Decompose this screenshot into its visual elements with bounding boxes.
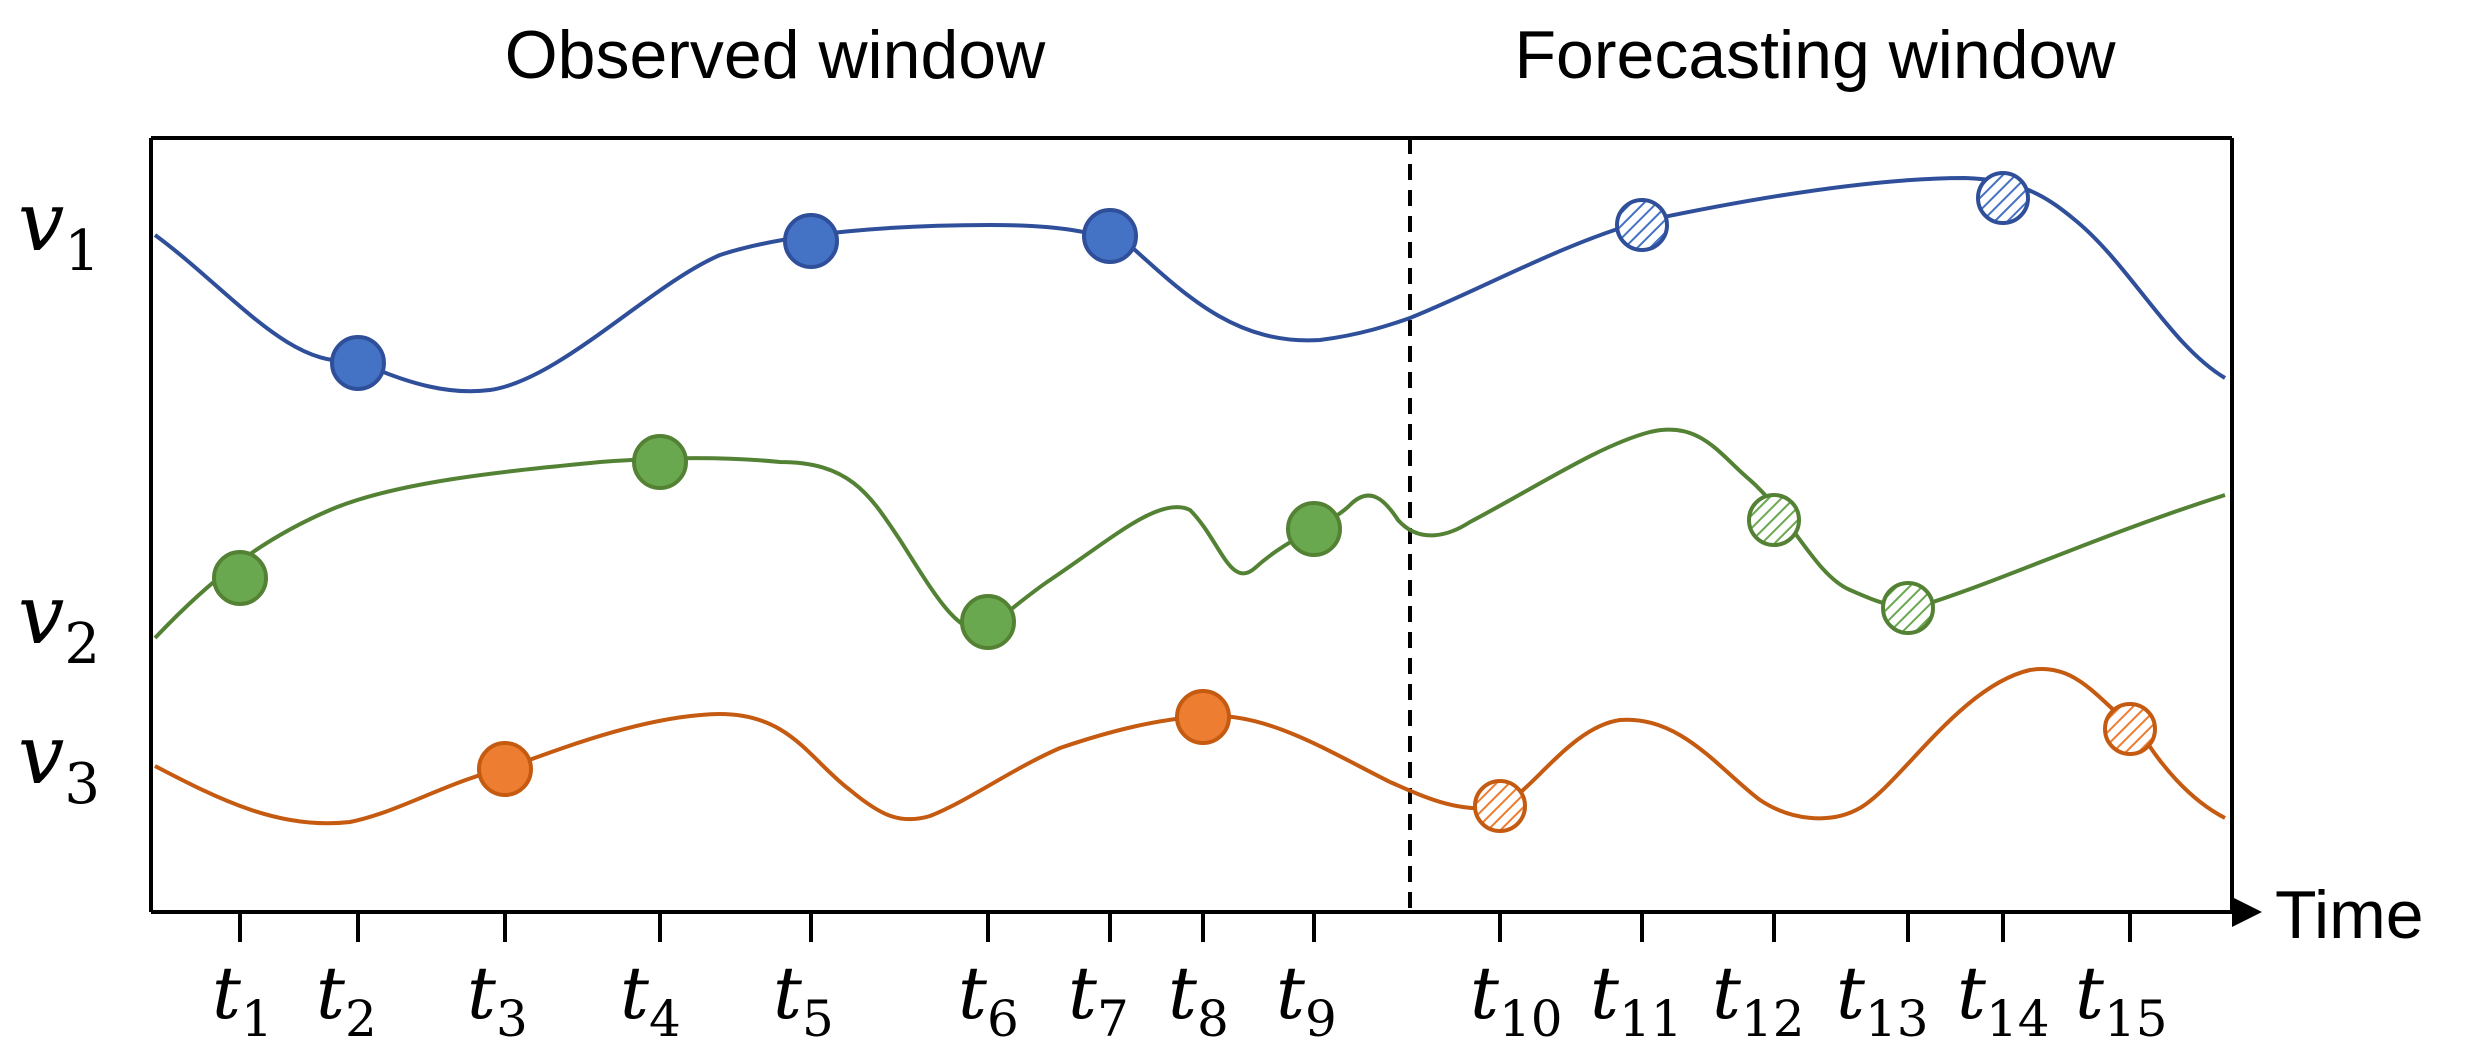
tick-label-t8: t8 bbox=[1168, 951, 1229, 1048]
v1-point-t7 bbox=[1082, 208, 1138, 264]
v3-point-t8 bbox=[1175, 689, 1231, 745]
tick-label-t1: t1 bbox=[212, 951, 273, 1048]
v3-forecast-point-t10 bbox=[1473, 779, 1527, 833]
tick-label-t12: t12 bbox=[1712, 951, 1805, 1048]
tick-label-t9: t9 bbox=[1276, 951, 1337, 1048]
v1-forecast-point-t14 bbox=[1976, 171, 2030, 225]
v1-curve bbox=[153, 175, 2227, 394]
v1-forecast-point-t11 bbox=[1615, 198, 1669, 252]
time-axis bbox=[151, 897, 2262, 927]
variable-label-v1: v1 bbox=[18, 175, 100, 284]
time-axis-arrowhead bbox=[2232, 897, 2262, 927]
plot-frame bbox=[149, 136, 2234, 912]
tick-label-t11: t11 bbox=[1590, 951, 1683, 1048]
tick-label-t10: t10 bbox=[1470, 951, 1563, 1048]
tick-label-t13: t13 bbox=[1836, 951, 1929, 1048]
forecasting-window-label: Forecasting window bbox=[1515, 17, 2117, 93]
tick-label-t14: t14 bbox=[1957, 951, 2050, 1048]
v2-point-t4 bbox=[632, 434, 688, 490]
v2-forecast-point-t13 bbox=[1881, 581, 1935, 635]
tick-marks bbox=[238, 912, 2132, 942]
v3-forecast-point-t15 bbox=[2103, 702, 2157, 756]
tick-label-t15: t15 bbox=[2075, 951, 2168, 1048]
v3-point-t3 bbox=[477, 741, 533, 797]
v2-point-t6 bbox=[960, 594, 1016, 650]
time-axis-label: Time bbox=[2275, 877, 2424, 953]
tick-label-t2: t2 bbox=[316, 951, 377, 1048]
observed-window-label: Observed window bbox=[505, 17, 1046, 93]
v1-point-t2 bbox=[330, 335, 386, 391]
v2-point-t1 bbox=[212, 550, 268, 606]
v1-point-t5 bbox=[783, 213, 839, 269]
tick-label-t4: t4 bbox=[620, 951, 681, 1048]
v2-forecast-point-t12 bbox=[1747, 493, 1801, 547]
tick-label-t3: t3 bbox=[467, 951, 528, 1048]
v2-point-t9 bbox=[1286, 501, 1342, 557]
variable-label-v2: v2 bbox=[18, 568, 100, 677]
variable-label-v3: v3 bbox=[18, 708, 100, 817]
tick-label-t7: t7 bbox=[1068, 951, 1129, 1048]
tick-label-t6: t6 bbox=[958, 951, 1019, 1048]
v3-curve bbox=[154, 667, 2226, 826]
tick-label-t5: t5 bbox=[773, 951, 834, 1048]
